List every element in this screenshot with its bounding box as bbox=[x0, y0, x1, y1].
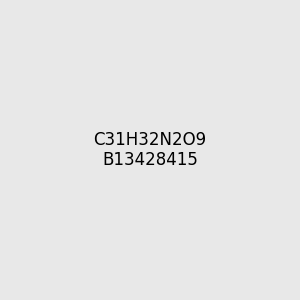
Text: C31H32N2O9
B13428415: C31H32N2O9 B13428415 bbox=[93, 130, 207, 170]
